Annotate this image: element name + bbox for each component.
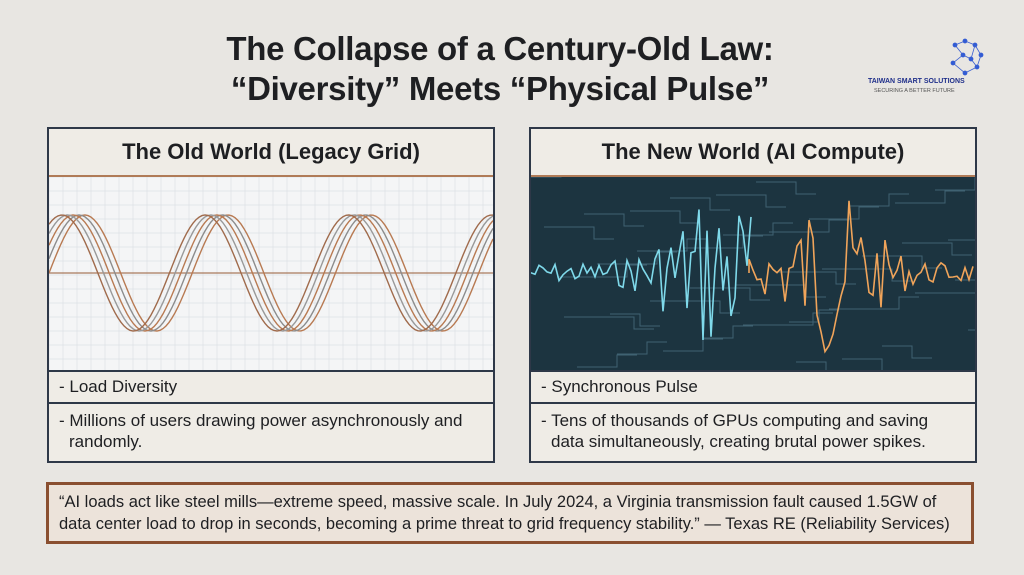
circuit — [637, 238, 707, 252]
circuit — [743, 312, 833, 326]
wave-illustration — [48, 176, 494, 370]
circuit — [577, 354, 637, 368]
logo-tagline: SECURING A BETTER FUTURE — [874, 88, 955, 94]
panel-label: - Load Diversity — [49, 372, 493, 404]
circuit — [895, 190, 965, 204]
title: “Diversity” Meets “Physical Pulse” — [230, 70, 770, 107]
logo-icon — [950, 38, 984, 76]
circuit — [683, 235, 763, 249]
circuit — [630, 210, 700, 224]
circuit — [617, 341, 667, 355]
circuit — [716, 194, 786, 208]
circuit — [690, 287, 770, 301]
panel-description: - Millions of users drawing power asynch… — [59, 411, 463, 451]
circuit — [557, 264, 647, 278]
circuit — [829, 296, 919, 310]
wave — [48, 214, 494, 332]
circuit — [756, 181, 816, 195]
wave — [48, 214, 494, 332]
pulse — [530, 209, 752, 341]
circuit — [663, 338, 723, 352]
logo: TAIWAN SMART SOLUTIONS SECURING A BETTER… — [860, 38, 1010, 100]
circuit — [789, 309, 839, 323]
pulse — [748, 200, 974, 354]
wave — [48, 214, 494, 332]
circuit — [650, 300, 740, 314]
circuit — [809, 206, 879, 220]
title: The Collapse of a Century-Old Law: — [226, 30, 774, 67]
wave — [48, 214, 494, 332]
panel-image — [530, 164, 1024, 375]
pulse-illustration — [530, 164, 1024, 375]
circuit — [703, 325, 753, 339]
panel-label: - Synchronous Pulse — [531, 372, 975, 404]
circuit — [882, 345, 932, 359]
panel: The Old World (Legacy Grid) - Load Diver… — [47, 127, 495, 463]
panel-title: The New World (AI Compute) — [531, 129, 975, 177]
circuit — [544, 226, 614, 240]
panel-image — [48, 176, 494, 372]
panel: The New World (AI Compute) - Synchronous… — [529, 127, 1024, 463]
circuit — [849, 193, 909, 207]
circuit — [610, 313, 660, 327]
wave — [48, 214, 494, 332]
panel-description: - Tens of thousands of GPUs computing an… — [541, 411, 929, 451]
circuit — [862, 255, 942, 269]
circuit — [723, 222, 793, 236]
quote: “AI loads act like steel mills—extreme s… — [46, 482, 974, 544]
logo-name: TAIWAN SMART SOLUTIONS — [868, 78, 965, 85]
circuit — [902, 242, 972, 256]
panel-title: The Old World (Legacy Grid) — [49, 129, 493, 177]
circuit — [584, 213, 644, 227]
circuit — [564, 316, 654, 330]
circuit — [769, 219, 849, 233]
circuit — [670, 197, 730, 211]
